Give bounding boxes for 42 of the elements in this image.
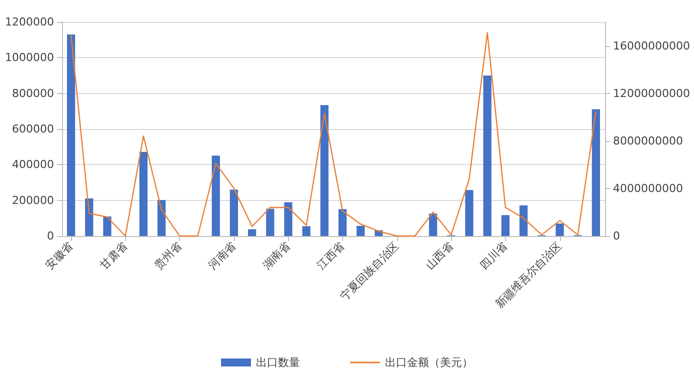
bar <box>266 208 274 236</box>
bar <box>139 152 148 236</box>
x-tick-label: 山西省 <box>423 239 456 272</box>
x-tick-label: 湖南省 <box>260 239 293 272</box>
bar <box>66 34 76 236</box>
y-tick-label: 1200000 <box>5 16 54 28</box>
bar <box>356 226 365 236</box>
y2-tick-label: 4000000000 <box>613 182 683 195</box>
bar <box>338 209 347 236</box>
bar <box>212 156 220 236</box>
bar <box>465 190 474 236</box>
bar <box>248 229 256 236</box>
y2-tick-label: 0 <box>613 230 620 242</box>
y-tick-label: 600000 <box>12 122 54 136</box>
y-tick-label: 1000000 <box>5 51 54 64</box>
y-tick-label: 800000 <box>12 86 54 100</box>
bar <box>320 105 329 236</box>
y-tick-label: 400000 <box>12 158 54 172</box>
bar <box>483 76 492 236</box>
bar <box>302 226 310 236</box>
x-tick-label: 贵州省 <box>152 239 184 272</box>
bar <box>519 205 528 236</box>
bar <box>501 215 510 236</box>
bar <box>592 109 600 236</box>
legend-label: 出口数量 <box>256 356 300 369</box>
bar <box>284 202 292 236</box>
bar <box>157 200 166 236</box>
y-tick-label: 200000 <box>12 194 54 207</box>
x-tick-label: 江西省 <box>314 239 348 272</box>
x-tick-label: 甘肃省 <box>97 239 130 272</box>
bar <box>230 190 238 236</box>
y2-tick-label: 16000000000 <box>613 39 690 52</box>
line-series <box>70 32 597 237</box>
y2-tick-label: 12000000000 <box>613 86 690 100</box>
bar <box>103 216 112 236</box>
x-tick-label: 四川省 <box>478 239 510 272</box>
bar <box>85 198 94 236</box>
legend-label: 出口金额（美元） <box>385 356 473 369</box>
bar <box>428 214 438 236</box>
x-tick-label: 河南省 <box>206 239 239 272</box>
bar <box>556 224 564 236</box>
y2-tick-label: 8000000000 <box>613 134 683 148</box>
